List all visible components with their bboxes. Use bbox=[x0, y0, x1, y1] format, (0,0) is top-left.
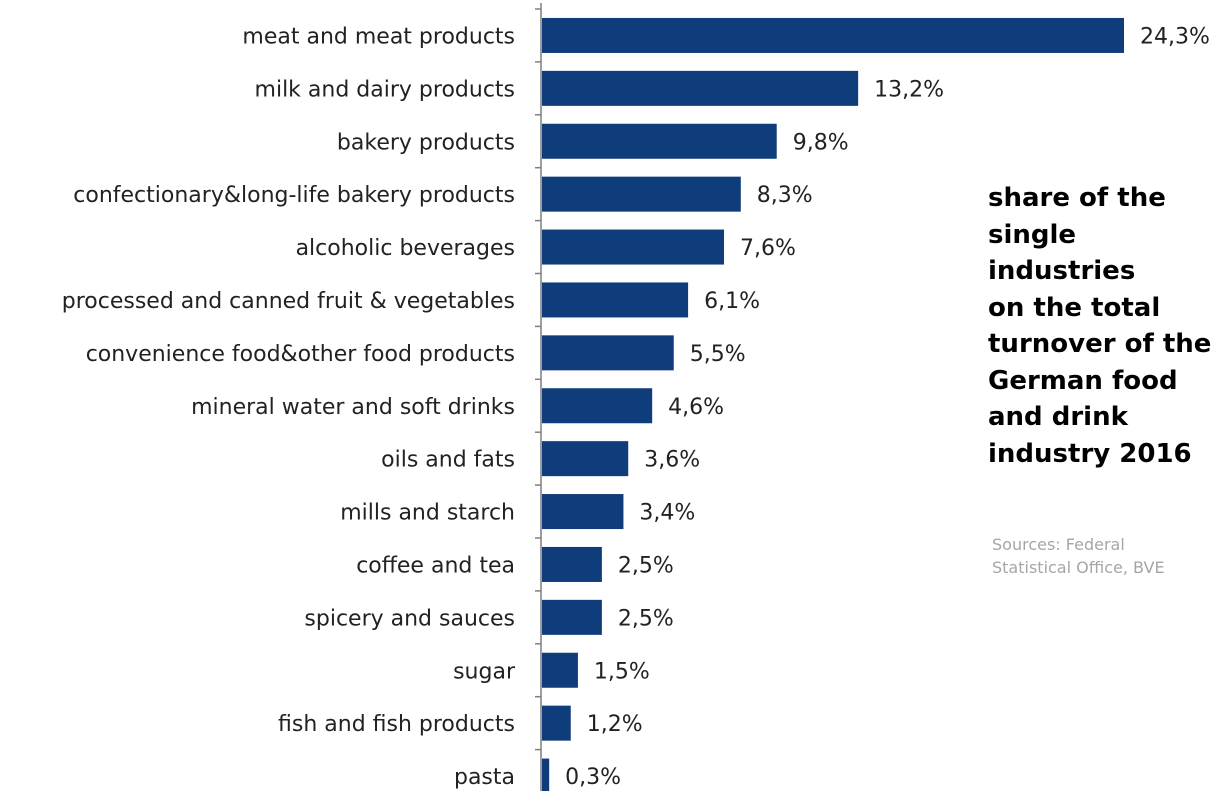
bar bbox=[542, 546, 602, 582]
data-label: 1,5% bbox=[594, 659, 650, 684]
category-label: oils and fats bbox=[381, 448, 515, 473]
data-label: 0,3% bbox=[565, 765, 621, 790]
bar bbox=[542, 652, 578, 688]
data-label: 2,5% bbox=[618, 606, 674, 631]
data-label: 7,6% bbox=[740, 236, 796, 261]
data-label: 3,6% bbox=[644, 448, 700, 473]
category-label: mineral water and soft drinks bbox=[191, 395, 515, 420]
category-axis bbox=[535, 3, 542, 791]
bar bbox=[542, 335, 674, 371]
category-label: processed and canned fruit & vegetables bbox=[62, 289, 515, 314]
bar bbox=[542, 599, 602, 635]
bar bbox=[542, 282, 689, 318]
category-label: fish and fish products bbox=[278, 712, 515, 737]
category-label: alcoholic beverages bbox=[296, 236, 515, 261]
bar bbox=[542, 388, 653, 424]
category-label: meat and meat products bbox=[242, 24, 515, 49]
data-label: 2,5% bbox=[618, 553, 674, 578]
data-label: 24,3% bbox=[1140, 24, 1210, 49]
bar bbox=[542, 705, 571, 741]
category-label: mills and starch bbox=[340, 501, 515, 526]
data-label: 8,3% bbox=[757, 183, 813, 208]
category-label: milk and dairy products bbox=[255, 77, 515, 102]
data-label: 13,2% bbox=[874, 77, 944, 102]
data-label: 4,6% bbox=[668, 395, 724, 420]
category-label: coffee and tea bbox=[356, 553, 515, 578]
labels-group: meat and meat products 24,3% milk and dair… bbox=[62, 24, 1210, 790]
category-label: spicery and sauces bbox=[304, 606, 515, 631]
source-note: Sources: Federal Statistical Office, BVE bbox=[992, 535, 1165, 577]
bar bbox=[542, 758, 550, 791]
bar bbox=[542, 176, 741, 212]
data-label: 9,8% bbox=[793, 130, 849, 155]
data-label: 1,2% bbox=[587, 712, 643, 737]
category-label: pasta bbox=[454, 765, 515, 790]
bar bbox=[542, 17, 1124, 53]
bar bbox=[542, 494, 624, 530]
data-label: 6,1% bbox=[704, 289, 760, 314]
category-label: convenience food&other food products bbox=[86, 342, 515, 367]
data-label: 5,5% bbox=[690, 342, 746, 367]
category-label: sugar bbox=[453, 659, 516, 684]
bar bbox=[542, 229, 725, 265]
bar bbox=[542, 441, 629, 477]
data-label: 3,4% bbox=[639, 501, 695, 526]
bars-group bbox=[542, 17, 1124, 791]
category-label: bakery products bbox=[337, 130, 515, 155]
category-label: confectionary&long-life bakery products bbox=[73, 183, 515, 208]
bar bbox=[542, 123, 777, 159]
chart-title: share of the single industries on the to… bbox=[988, 183, 1212, 469]
bar bbox=[542, 70, 859, 106]
